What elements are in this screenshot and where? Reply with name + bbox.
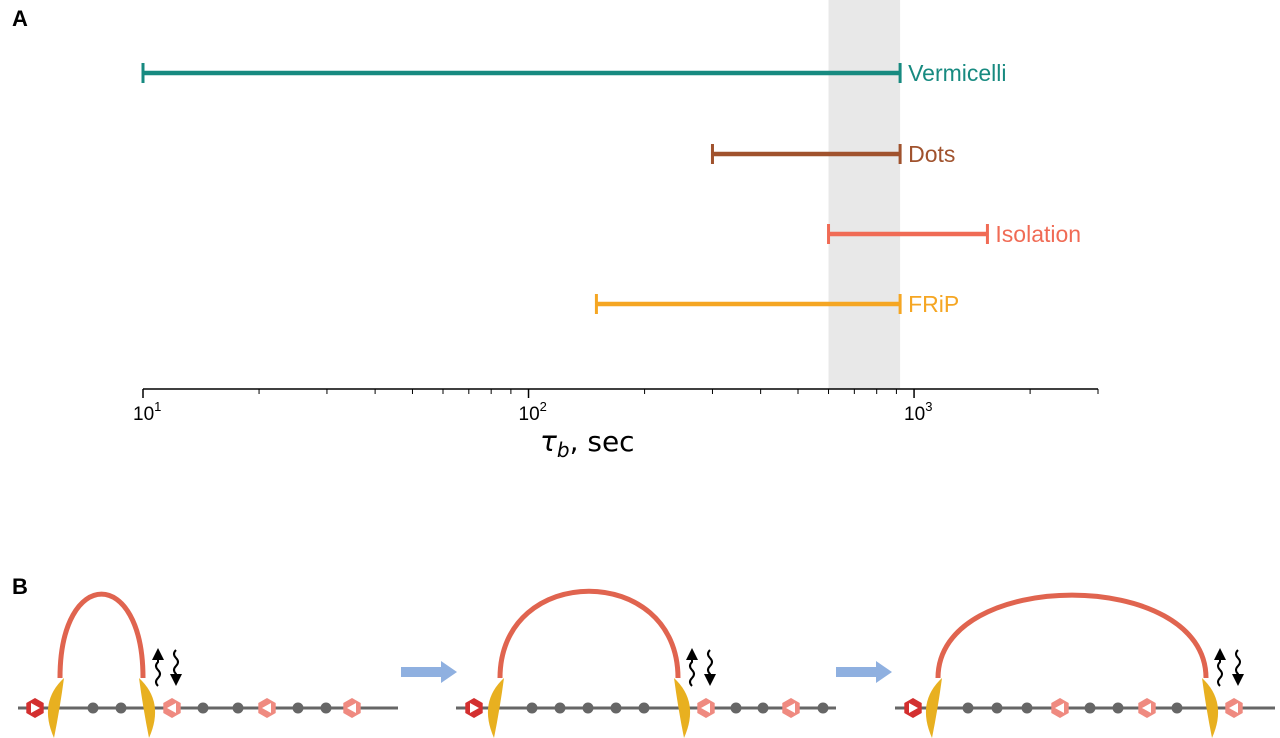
step-arrow-icon [836, 661, 892, 683]
range-frip: FRiP [594, 291, 959, 317]
nucleosome-dot [730, 702, 742, 714]
extruder-right [1202, 678, 1219, 738]
ctcf-site-forward [904, 698, 922, 718]
ctcf-site-reverse [258, 698, 276, 718]
chromatin-loop [497, 588, 681, 679]
nucleosome-dot [610, 702, 622, 714]
nucleosome-dot [320, 702, 332, 714]
ctcf-site-forward [465, 698, 483, 718]
nucleosome-dot [1021, 702, 1033, 714]
extruder-left [925, 678, 942, 738]
nucleosome-dot [1171, 702, 1183, 714]
nucleosome-dot [638, 702, 650, 714]
extrusion-step-2 [456, 588, 836, 738]
ctcf-site-reverse [1051, 698, 1069, 718]
nucleosome-dot [582, 702, 594, 714]
nucleosome-dot [197, 702, 209, 714]
extrusion-step-3 [895, 592, 1275, 738]
range-isolation: Isolation [827, 221, 1081, 247]
range-chart: Vermicelli Dots Isolation FRiP 101 102 103 τb, … [133, 0, 1099, 462]
nucleosome-dot [87, 702, 99, 714]
extruder-left [47, 678, 64, 738]
loading-arrows-icon [686, 648, 716, 687]
ctcf-site-forward [26, 698, 44, 718]
x-axis-title: τb, sec [540, 425, 635, 462]
extruder-right [139, 678, 156, 738]
nucleosome-dot [115, 702, 127, 714]
nucleosome-dot [554, 702, 566, 714]
x-tick-label: 101 [133, 399, 161, 425]
range-label: Vermicelli [908, 60, 1006, 86]
loop-extrusion-schematic [18, 588, 1275, 738]
range-label: FRiP [908, 291, 959, 317]
nucleosome-dot [817, 702, 829, 714]
nucleosome-dot [757, 702, 769, 714]
step-arrow-icon [401, 661, 457, 683]
nucleosome-dot [1112, 702, 1124, 714]
ctcf-site-reverse [1225, 698, 1243, 718]
range-dots: Dots [710, 141, 955, 167]
panel-a-label: A [12, 6, 28, 31]
range-label: Dots [908, 141, 955, 167]
x-tick-label: 103 [904, 399, 932, 425]
loading-arrows-icon [152, 648, 182, 687]
ctcf-site-reverse [1138, 698, 1156, 718]
highlight-band [828, 0, 901, 389]
ctcf-site-reverse [163, 698, 181, 718]
nucleosome-dot [232, 702, 244, 714]
nucleosome-dot [526, 702, 538, 714]
nucleosome-dot [1084, 702, 1096, 714]
extrusion-step-1 [18, 591, 398, 738]
extruder-left [487, 678, 504, 738]
ctcf-site-reverse [782, 698, 800, 718]
range-vermicelli: Vermicelli [141, 60, 1007, 86]
nucleosome-dot [991, 702, 1003, 714]
ctcf-site-reverse [697, 698, 715, 718]
range-label: Isolation [995, 221, 1081, 247]
nucleosome-dot [962, 702, 974, 714]
nucleosome-dot [292, 702, 304, 714]
extruder-right [674, 678, 691, 738]
chromatin-loop [935, 592, 1209, 679]
chromatin-loop [57, 591, 146, 679]
x-tick-label: 102 [519, 399, 547, 425]
loading-arrows-icon [1214, 648, 1244, 687]
panel-b-label: B [12, 574, 28, 599]
ctcf-site-reverse [343, 698, 361, 718]
